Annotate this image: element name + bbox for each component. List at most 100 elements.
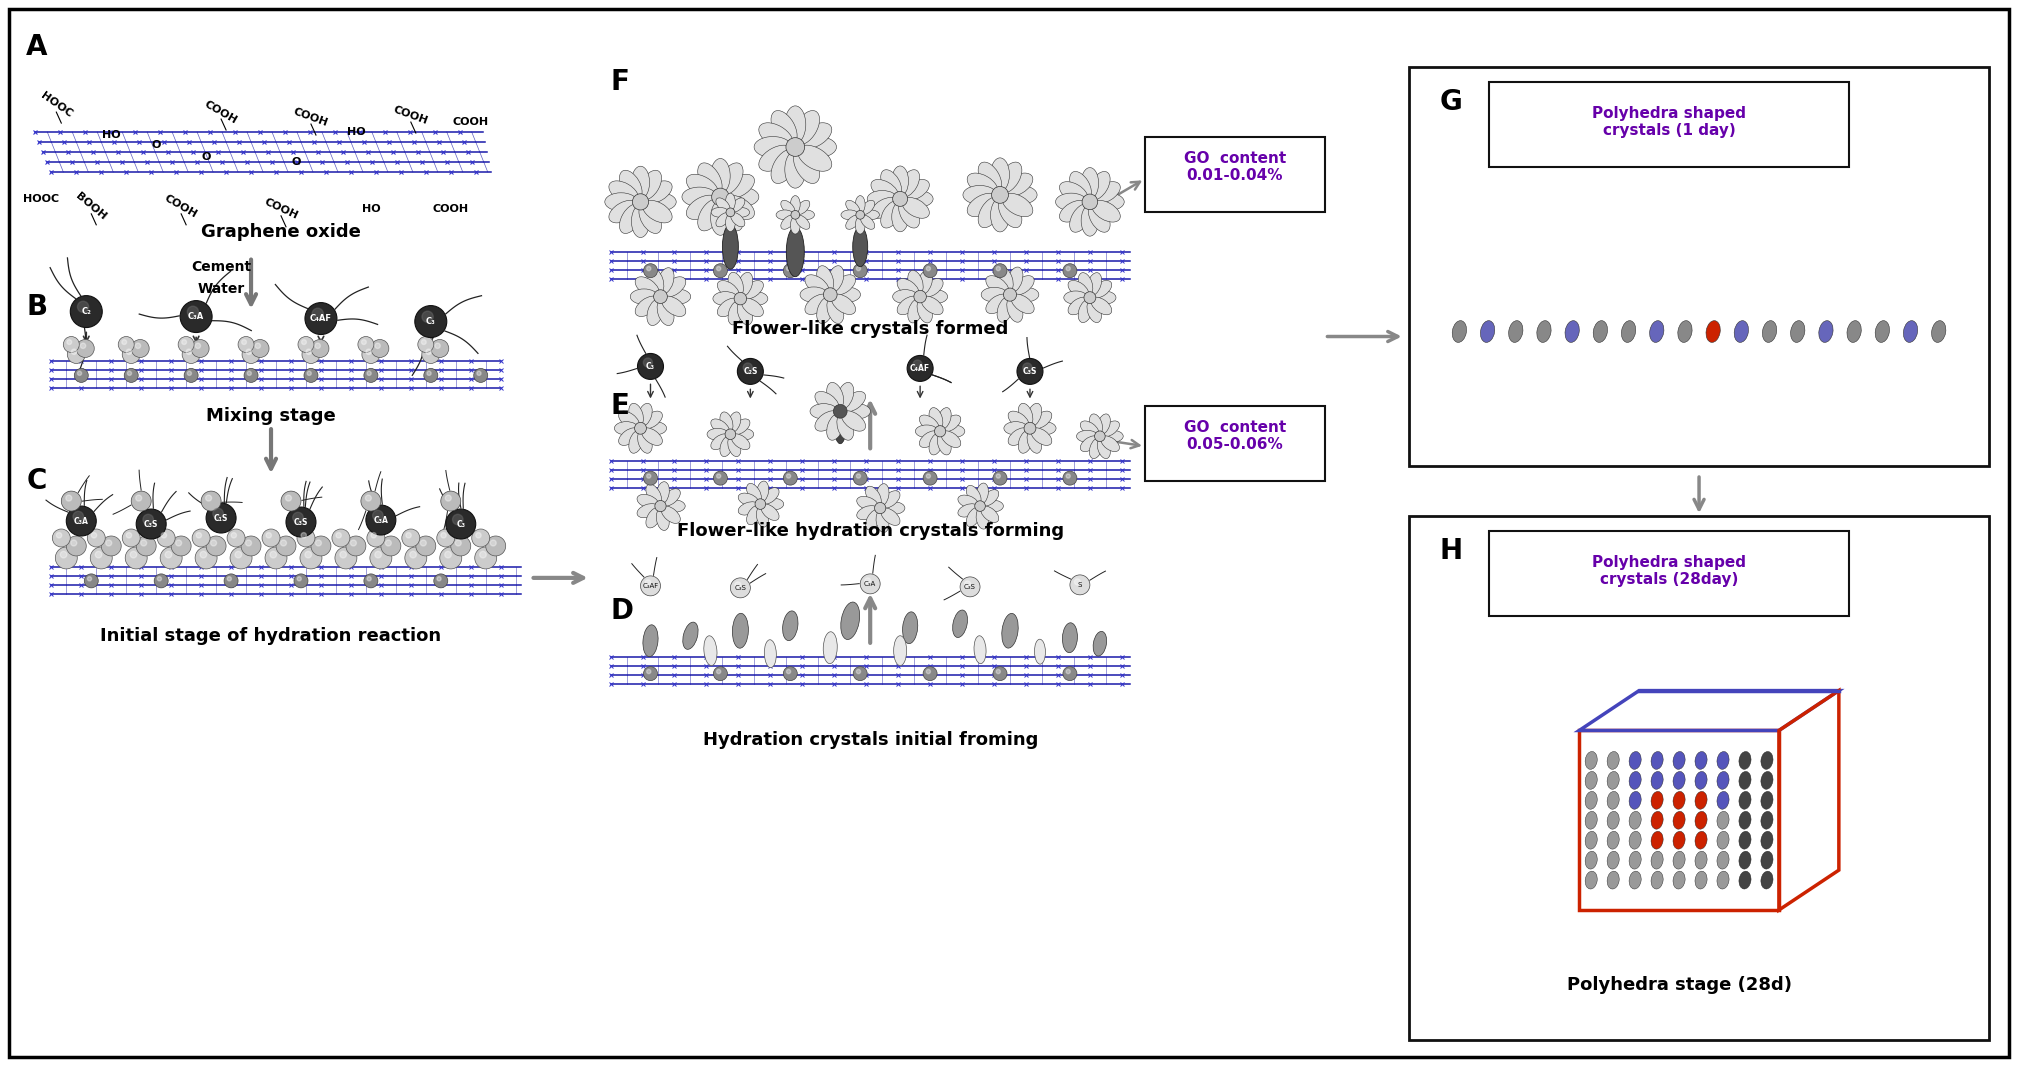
Ellipse shape [710, 208, 728, 217]
Circle shape [926, 266, 930, 271]
Circle shape [351, 540, 357, 546]
Ellipse shape [1903, 296, 1915, 317]
Ellipse shape [785, 150, 805, 189]
Ellipse shape [1740, 852, 1752, 869]
Circle shape [430, 339, 448, 357]
Text: C₃A: C₃A [373, 516, 387, 524]
Circle shape [371, 533, 375, 538]
Ellipse shape [686, 174, 718, 198]
Ellipse shape [797, 123, 831, 149]
Circle shape [61, 491, 81, 511]
Circle shape [791, 210, 799, 220]
Circle shape [785, 138, 805, 157]
Circle shape [125, 369, 137, 383]
Circle shape [131, 491, 151, 511]
Ellipse shape [858, 505, 878, 520]
Ellipse shape [1612, 296, 1624, 317]
Text: GO  content
0.01-0.04%: GO content 0.01-0.04% [1185, 150, 1285, 183]
Circle shape [238, 337, 254, 353]
Ellipse shape [662, 506, 680, 523]
Ellipse shape [1007, 266, 1023, 292]
Circle shape [331, 529, 349, 547]
Ellipse shape [1088, 204, 1110, 232]
Circle shape [934, 425, 946, 437]
Text: HO: HO [347, 127, 365, 138]
Circle shape [373, 511, 383, 521]
Ellipse shape [791, 216, 801, 235]
Circle shape [87, 529, 105, 547]
Ellipse shape [686, 195, 718, 220]
Ellipse shape [720, 436, 733, 456]
Circle shape [357, 337, 373, 353]
Ellipse shape [662, 277, 686, 297]
Ellipse shape [1059, 200, 1088, 222]
Text: Graphene oxide: Graphene oxide [202, 223, 361, 241]
Ellipse shape [755, 136, 791, 158]
Ellipse shape [1453, 321, 1467, 342]
Ellipse shape [797, 145, 831, 172]
Ellipse shape [880, 200, 902, 228]
Ellipse shape [1076, 431, 1098, 442]
Text: A: A [26, 33, 48, 61]
Circle shape [908, 355, 932, 382]
Ellipse shape [620, 171, 642, 199]
Ellipse shape [1606, 791, 1618, 809]
Circle shape [242, 345, 260, 364]
Circle shape [864, 578, 870, 584]
Ellipse shape [898, 278, 918, 297]
Ellipse shape [620, 411, 640, 429]
Ellipse shape [658, 298, 674, 325]
Ellipse shape [827, 383, 844, 409]
Text: C₃: C₃ [646, 362, 656, 371]
Circle shape [297, 577, 301, 581]
Ellipse shape [739, 502, 759, 515]
Ellipse shape [1740, 871, 1752, 889]
Ellipse shape [977, 508, 989, 529]
Text: C₃: C₃ [426, 317, 436, 326]
Circle shape [1023, 364, 1031, 372]
Circle shape [640, 576, 660, 596]
Ellipse shape [743, 292, 767, 306]
Circle shape [975, 501, 985, 512]
Ellipse shape [1580, 296, 1592, 317]
Circle shape [297, 529, 315, 547]
Circle shape [161, 533, 167, 538]
Circle shape [192, 529, 210, 547]
Ellipse shape [1088, 273, 1102, 295]
Circle shape [305, 551, 311, 558]
Ellipse shape [1027, 431, 1041, 453]
Ellipse shape [979, 162, 1001, 193]
Ellipse shape [1070, 204, 1092, 232]
Circle shape [490, 540, 496, 546]
Ellipse shape [640, 204, 662, 233]
Circle shape [186, 349, 192, 355]
Circle shape [787, 266, 791, 271]
Ellipse shape [1584, 871, 1598, 889]
Circle shape [135, 510, 165, 539]
Circle shape [345, 536, 365, 556]
Circle shape [714, 666, 726, 680]
Circle shape [472, 529, 490, 547]
Circle shape [52, 529, 71, 547]
Text: C₃S: C₃S [1023, 367, 1037, 376]
Text: C₂S: C₂S [743, 367, 757, 376]
Circle shape [311, 339, 329, 357]
Ellipse shape [1059, 181, 1088, 204]
Ellipse shape [1651, 791, 1663, 809]
Ellipse shape [630, 431, 644, 453]
Circle shape [67, 340, 73, 344]
Circle shape [446, 510, 476, 539]
Ellipse shape [741, 298, 763, 317]
Circle shape [874, 502, 886, 514]
Circle shape [206, 495, 212, 501]
Circle shape [63, 337, 79, 353]
Ellipse shape [1673, 871, 1685, 889]
Circle shape [246, 349, 252, 355]
Ellipse shape [646, 507, 662, 528]
Ellipse shape [983, 500, 1003, 512]
Ellipse shape [1011, 294, 1033, 313]
Circle shape [416, 306, 446, 338]
Ellipse shape [866, 510, 882, 530]
Ellipse shape [1481, 321, 1495, 342]
Circle shape [141, 540, 147, 546]
